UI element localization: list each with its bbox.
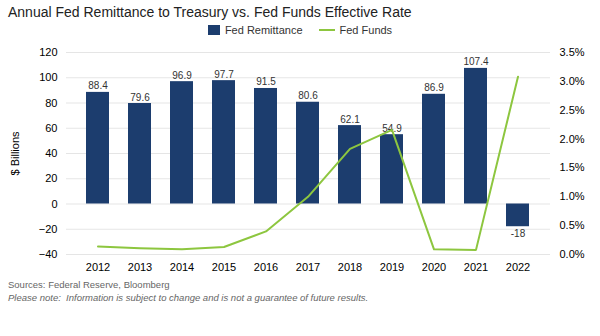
svg-text:54.9: 54.9 <box>382 122 402 134</box>
svg-text:100: 100 <box>39 71 57 83</box>
svg-text:2013: 2013 <box>128 261 152 273</box>
svg-text:3.5%: 3.5% <box>560 46 585 58</box>
svg-text:0.5%: 0.5% <box>560 219 585 231</box>
svg-text:88.4: 88.4 <box>88 80 108 91</box>
svg-text:86.9: 86.9 <box>424 82 444 93</box>
svg-text:−20: −20 <box>39 223 58 235</box>
svg-text:2020: 2020 <box>422 261 446 273</box>
svg-text:62.1: 62.1 <box>340 114 360 125</box>
svg-text:2.0%: 2.0% <box>560 133 585 145</box>
svg-text:97.7: 97.7 <box>214 69 234 80</box>
svg-text:80: 80 <box>45 97 57 109</box>
svg-text:91.5: 91.5 <box>256 76 276 87</box>
svg-text:79.6: 79.6 <box>130 92 150 103</box>
html-text:Fed Remittance: Fed Remittance <box>224 24 303 36</box>
svg-text:2019: 2019 <box>380 261 404 273</box>
html-text:Fed Funds: Fed Funds <box>339 24 393 36</box>
svg-text:40: 40 <box>45 147 57 159</box>
svg-text:−40: −40 <box>39 248 58 260</box>
html-text:Sources: Federal Reserve, Bloo: Sources: Federal Reserve, Bloomberg <box>8 279 170 290</box>
svg-text:2.5%: 2.5% <box>560 104 585 116</box>
svg-text:2012: 2012 <box>86 261 110 273</box>
svg-text:2018: 2018 <box>338 261 362 273</box>
svg-text:2022: 2022 <box>506 261 530 273</box>
svg-text:2021: 2021 <box>464 261 488 273</box>
svg-text:1.0%: 1.0% <box>560 190 585 202</box>
svg-text:2017: 2017 <box>296 261 320 273</box>
svg-text:-18: -18 <box>511 228 526 239</box>
svg-text:1.5%: 1.5% <box>560 161 585 173</box>
svg-text:96.9: 96.9 <box>172 70 192 81</box>
svg-text:80.6: 80.6 <box>298 90 318 101</box>
html-text:Annual Fed Remittance to Treas: Annual Fed Remittance to Treasury vs. Fe… <box>8 4 412 20</box>
svg-text:20: 20 <box>45 172 57 184</box>
svg-text:2016: 2016 <box>254 261 278 273</box>
svg-text:0.0%: 0.0% <box>560 248 585 260</box>
svg-text:$ Billions: $ Billions <box>9 131 21 176</box>
svg-text:107.4: 107.4 <box>463 56 488 67</box>
svg-text:0: 0 <box>51 198 57 210</box>
svg-text:120: 120 <box>39 46 57 58</box>
svg-text:2014: 2014 <box>170 261 194 273</box>
svg-text:3.0%: 3.0% <box>560 75 585 87</box>
svg-text:2015: 2015 <box>212 261 236 273</box>
html-text:Please note: Information is su: Please note: Information is subject to c… <box>8 292 369 303</box>
svg-text:60: 60 <box>45 122 57 134</box>
